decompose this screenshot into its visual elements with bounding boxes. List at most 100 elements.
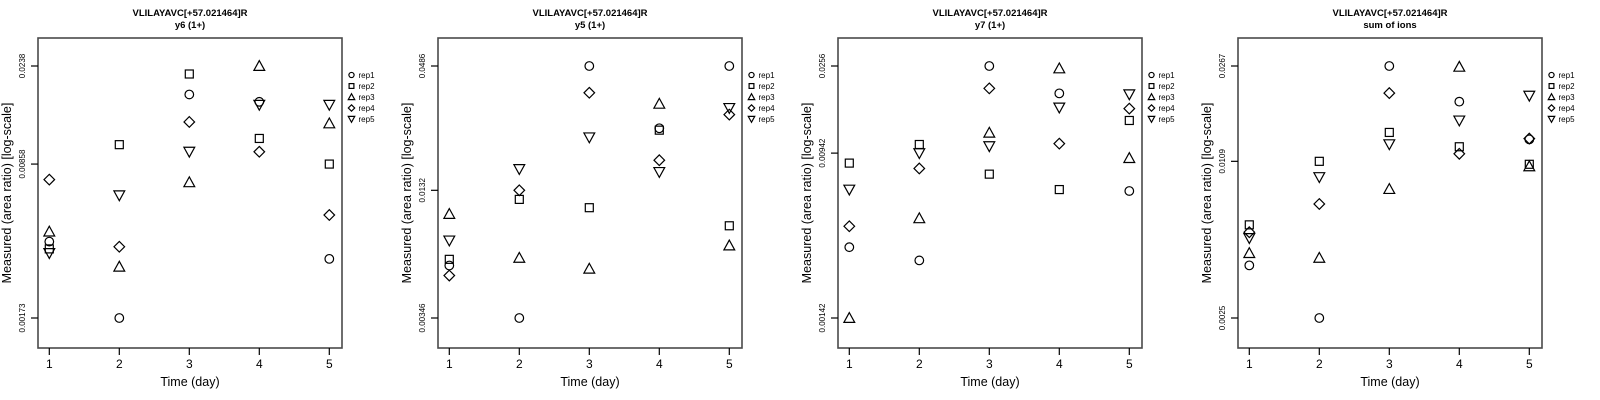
legend-label: rep1 (1159, 71, 1176, 80)
x-tick-label: 5 (1126, 357, 1133, 371)
data-point-rep1-day4 (1054, 88, 1065, 99)
data-point-rep1-day2 (1314, 313, 1325, 323)
x-tick-label: 5 (726, 357, 733, 371)
data-point-rep5-day2 (112, 190, 126, 202)
legend-diamond-icon (747, 103, 756, 113)
data-point-rep3-day5 (322, 116, 336, 129)
legend-item: rep5 (747, 115, 775, 124)
data-point-rep3-day4 (252, 59, 266, 72)
y-axis-label: Measured (area ratio) [log-scale] (0, 103, 14, 284)
legend-label: rep3 (1159, 93, 1176, 102)
legend-item: rep4 (747, 103, 775, 113)
x-tick-label: 1 (446, 357, 453, 371)
chart-title: VLILAYAVC[+57.021464]R (132, 8, 247, 19)
chart-subtitle: y5 (1+) (575, 20, 605, 31)
legend-label: rep2 (359, 82, 376, 91)
chart-panel: VLILAYAVC[+57.021464]R sum of ions 1 2 3 4 5 0.… (1200, 0, 1600, 400)
legend-label: rep2 (1159, 82, 1176, 91)
y-tick-label: 0.00942 (818, 138, 827, 167)
data-point-rep5-day4 (652, 166, 666, 179)
data-point-rep3-day4 (652, 97, 666, 109)
data-point-rep3-day3 (982, 126, 996, 138)
x-tick-label: 1 (1246, 357, 1253, 371)
legend-item: rep1 (348, 71, 375, 80)
legend-item: rep5 (1547, 115, 1576, 124)
chart-panel: VLILAYAVC[+57.021464]R y6 (1+) 1 2 3 4 5 0.0238… (0, 0, 400, 400)
chart-panel: VLILAYAVC[+57.021464]R y5 (1+) 1 2 3 4 5 0.0486… (400, 0, 800, 400)
data-point-rep1-day2 (114, 313, 125, 323)
data-point-rep3-day2 (512, 251, 526, 263)
data-point-rep3-day5 (1122, 151, 1136, 164)
y-tick-label: 0.0132 (418, 178, 427, 203)
legend-item: rep1 (748, 71, 776, 80)
chart-subtitle: y7 (1+) (975, 20, 1005, 31)
x-tick-label: 1 (846, 357, 853, 371)
legend-item: rep3 (347, 92, 376, 102)
chart-panel: VLILAYAVC[+57.021464]R y7 (1+) 1 2 3 4 5 0.0256… (800, 0, 1200, 400)
legend-item: rep1 (1548, 71, 1575, 80)
data-point-rep2-day1 (844, 158, 854, 168)
data-point-rep5-day4 (1052, 102, 1066, 115)
y-tick-label: 0.00858 (18, 149, 27, 178)
data-point-rep2-day4 (254, 133, 264, 144)
data-point-rep5-day1 (442, 235, 456, 248)
legend-label: rep5 (359, 115, 376, 124)
y-tick-label: 0.0267 (1218, 53, 1227, 78)
y-axis-label: Measured (area ratio) [log-scale] (800, 103, 814, 284)
data-point-rep4-day4 (253, 145, 266, 158)
legend-label: rep3 (359, 93, 376, 102)
data-point-rep1-day3 (984, 61, 995, 71)
legend-diamond-icon (347, 103, 356, 113)
legend-label: rep5 (1559, 115, 1576, 124)
x-tick-label: 3 (586, 357, 593, 371)
data-point-rep5-day4 (252, 99, 266, 112)
y-axis-label: Measured (area ratio) [log-scale] (400, 103, 414, 284)
chart-subtitle: y6 (1+) (175, 20, 205, 31)
legend-item: rep1 (1148, 71, 1176, 80)
legend-label: rep1 (759, 71, 776, 80)
legend-label: rep4 (359, 104, 376, 113)
data-point-rep1-day5 (724, 61, 735, 71)
x-tick-label: 2 (1316, 357, 1323, 371)
data-point-rep1-day1 (1244, 260, 1255, 271)
data-point-rep2-day5 (724, 221, 734, 231)
data-point-rep4-day3 (183, 115, 196, 129)
scatter-plot-y5: VLILAYAVC[+57.021464]Ry5 (1+) 1 2 3 4 5 0.0486… (400, 8, 776, 389)
legend-label: rep4 (1159, 104, 1176, 113)
y-axis-label: Measured (area ratio) [log-scale] (1200, 103, 1214, 284)
data-point-rep3-day2 (912, 211, 926, 224)
x-tick-label: 4 (1456, 357, 1463, 371)
x-tick-label: 5 (326, 357, 333, 371)
data-point-rep5-day3 (982, 141, 996, 153)
data-point-rep5-day5 (1122, 89, 1136, 101)
data-point-rep2-day3 (184, 69, 194, 79)
data-point-rep4-day5 (1123, 102, 1136, 115)
data-point-rep2-day4 (1454, 142, 1464, 152)
data-point-rep3-day4 (1452, 60, 1466, 72)
chart-title: VLILAYAVC[+57.021464]R (532, 8, 647, 19)
data-point-rep3-day1 (442, 207, 456, 219)
data-point-rep4-day5 (1523, 132, 1536, 145)
data-point-rep5-day2 (1312, 172, 1326, 184)
legend-triangle-up-icon (347, 92, 356, 101)
data-point-rep3-day3 (182, 175, 196, 188)
chart-title: VLILAYAVC[+57.021464]R (1332, 8, 1447, 19)
legend-square-icon (1548, 82, 1555, 89)
data-point-rep2-day4 (654, 125, 664, 135)
x-tick-label: 4 (656, 357, 663, 371)
data-point-rep5-day3 (582, 132, 596, 144)
data-point-rep5-day3 (182, 146, 196, 159)
data-point-rep1-day2 (914, 255, 925, 266)
x-tick-label: 2 (516, 357, 523, 371)
data-point-rep5-day1 (1242, 233, 1256, 245)
data-point-rep5-day4 (1452, 115, 1466, 128)
data-point-rep5-day3 (1382, 139, 1396, 151)
legend-triangle-down-icon (347, 115, 356, 124)
data-point-rep4-day4 (1453, 147, 1466, 160)
legend-item: rep2 (1548, 82, 1575, 91)
y-tick-label: 0.0238 (18, 53, 27, 78)
legend-triangle-up-icon (1547, 92, 1556, 101)
data-point-rep4-day3 (983, 82, 996, 95)
data-point-rep5-day5 (722, 102, 736, 115)
